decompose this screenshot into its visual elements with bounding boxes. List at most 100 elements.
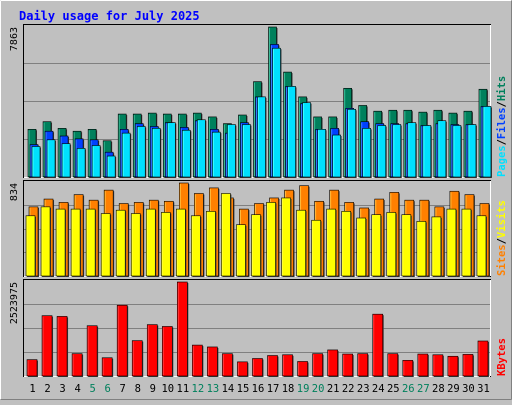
pages-bar-3 xyxy=(61,143,71,178)
kbytes-bar-17 xyxy=(267,355,278,377)
pages-bar-19 xyxy=(302,102,311,178)
kbytes-bar-2 xyxy=(41,315,53,377)
x-axis-day-labels: 1 2 3 4 5 6 7 8 9 10 11 12 13 14 15 16 17 18 19 20 21 22 23 24 2… xyxy=(29,383,489,395)
legend-separator: / xyxy=(496,101,508,107)
kbytes-bar-31 xyxy=(477,340,489,377)
kbytes-bar-5 xyxy=(86,325,98,377)
pages-bar-13 xyxy=(212,131,221,178)
x-label-day-17: 17 xyxy=(267,383,280,395)
kbytes-bar-14 xyxy=(222,353,233,377)
visits-bar-11 xyxy=(176,208,186,277)
panel-legend: KBytes xyxy=(496,338,508,376)
kbytes-bar-4 xyxy=(71,353,83,377)
pages-bar-5 xyxy=(91,145,101,178)
legend-entry-kbytes: KBytes xyxy=(496,338,508,376)
visits-bar-18 xyxy=(281,197,291,277)
visits-bar-13 xyxy=(206,211,216,277)
pages-bar-22 xyxy=(347,108,356,178)
kbytes-bar-13 xyxy=(207,346,218,377)
panel-max-label: 2523975 xyxy=(9,282,20,324)
x-label-day-5: 5 xyxy=(89,383,95,395)
pages-bar-12 xyxy=(197,119,206,178)
pages-bar-11 xyxy=(182,129,191,178)
panel-pages-files-hits: 7863 Pages/Files/Hits xyxy=(9,24,508,178)
kbytes-bar-10 xyxy=(161,326,173,377)
visits-bar-5 xyxy=(85,208,96,277)
x-label-day-7: 7 xyxy=(120,383,126,395)
kbytes-bar-8 xyxy=(131,340,143,377)
pages-bar-6 xyxy=(106,155,116,178)
kbytes-bar-11 xyxy=(177,281,188,377)
visits-bar-20 xyxy=(311,219,321,277)
visits-bar-1 xyxy=(25,215,36,277)
x-label-day-9: 9 xyxy=(150,383,156,395)
kbytes-bar-29 xyxy=(447,355,459,377)
visits-bar-8 xyxy=(130,213,141,277)
pages-bar-10 xyxy=(166,122,176,178)
pages-bar-27 xyxy=(422,125,432,178)
pages-bar-16 xyxy=(257,96,266,178)
panel-legend: Pages/Files/Hits xyxy=(496,76,508,177)
kbytes-bar-26 xyxy=(402,360,414,377)
kbytes-bar-19 xyxy=(297,361,308,377)
kbytes-bar-27 xyxy=(417,353,429,377)
legend-separator: / xyxy=(496,238,508,244)
visits-bar-10 xyxy=(160,212,171,277)
pages-bar-30 xyxy=(467,124,477,178)
x-label-day-4: 4 xyxy=(74,383,80,395)
panel-kbytes: 2523975 KBytes xyxy=(9,279,508,377)
kbytes-bar-15 xyxy=(237,361,248,377)
x-label-day-2: 2 xyxy=(44,383,50,395)
visits-bar-12 xyxy=(191,215,201,277)
x-label-day-28: 28 xyxy=(432,383,445,395)
visits-bar-31 xyxy=(476,215,487,277)
x-label-day-11: 11 xyxy=(177,383,190,395)
visits-bar-26 xyxy=(401,214,412,277)
legend-entry-pages: Pages xyxy=(496,145,508,177)
pages-bar-18 xyxy=(287,86,296,178)
x-label-day-8: 8 xyxy=(135,383,141,395)
panel-max-label: 7863 xyxy=(9,27,20,51)
kbytes-bar-20 xyxy=(312,353,323,377)
pages-bar-17 xyxy=(272,47,281,178)
visits-bar-19 xyxy=(296,209,306,277)
chart-title: Daily usage for July 2025 xyxy=(19,9,200,23)
kbytes-bar-1 xyxy=(26,359,38,377)
visits-bar-30 xyxy=(461,208,472,277)
visits-bar-15 xyxy=(236,224,246,277)
x-label-day-15: 15 xyxy=(237,383,250,395)
visits-bar-22 xyxy=(341,211,351,277)
kbytes-bar-9 xyxy=(146,324,158,377)
pages-bar-8 xyxy=(136,126,146,178)
x-label-day-13: 13 xyxy=(207,383,220,395)
kbytes-bar-18 xyxy=(282,354,293,377)
visits-bar-27 xyxy=(416,221,427,277)
x-label-day-18: 18 xyxy=(282,383,295,395)
kbytes-bar-25 xyxy=(387,353,399,377)
x-label-day-23: 23 xyxy=(357,383,370,395)
kbytes-bar-7 xyxy=(116,304,128,377)
pages-bar-20 xyxy=(317,129,326,178)
pages-bar-23 xyxy=(362,128,372,178)
pages-bar-14 xyxy=(227,124,236,178)
x-label-day-22: 22 xyxy=(342,383,355,395)
x-label-day-30: 30 xyxy=(462,383,475,395)
kbytes-bar-24 xyxy=(372,313,384,377)
kbytes-bar-22 xyxy=(342,353,353,377)
pages-bar-24 xyxy=(377,125,387,178)
x-label-day-19: 19 xyxy=(297,383,310,395)
x-label-day-3: 3 xyxy=(59,383,65,395)
x-label-day-6: 6 xyxy=(105,383,111,395)
legend-separator: / xyxy=(496,139,508,145)
legend-entry-hits: Hits xyxy=(496,76,508,101)
visits-bar-29 xyxy=(446,208,457,277)
kbytes-bar-23 xyxy=(357,353,369,377)
visits-bar-4 xyxy=(70,208,81,277)
kbytes-bar-21 xyxy=(327,349,338,377)
x-label-day-24: 24 xyxy=(372,383,385,395)
pages-bar-4 xyxy=(76,148,86,178)
x-label-day-16: 16 xyxy=(252,383,265,395)
panel-max-label: 834 xyxy=(9,183,20,201)
